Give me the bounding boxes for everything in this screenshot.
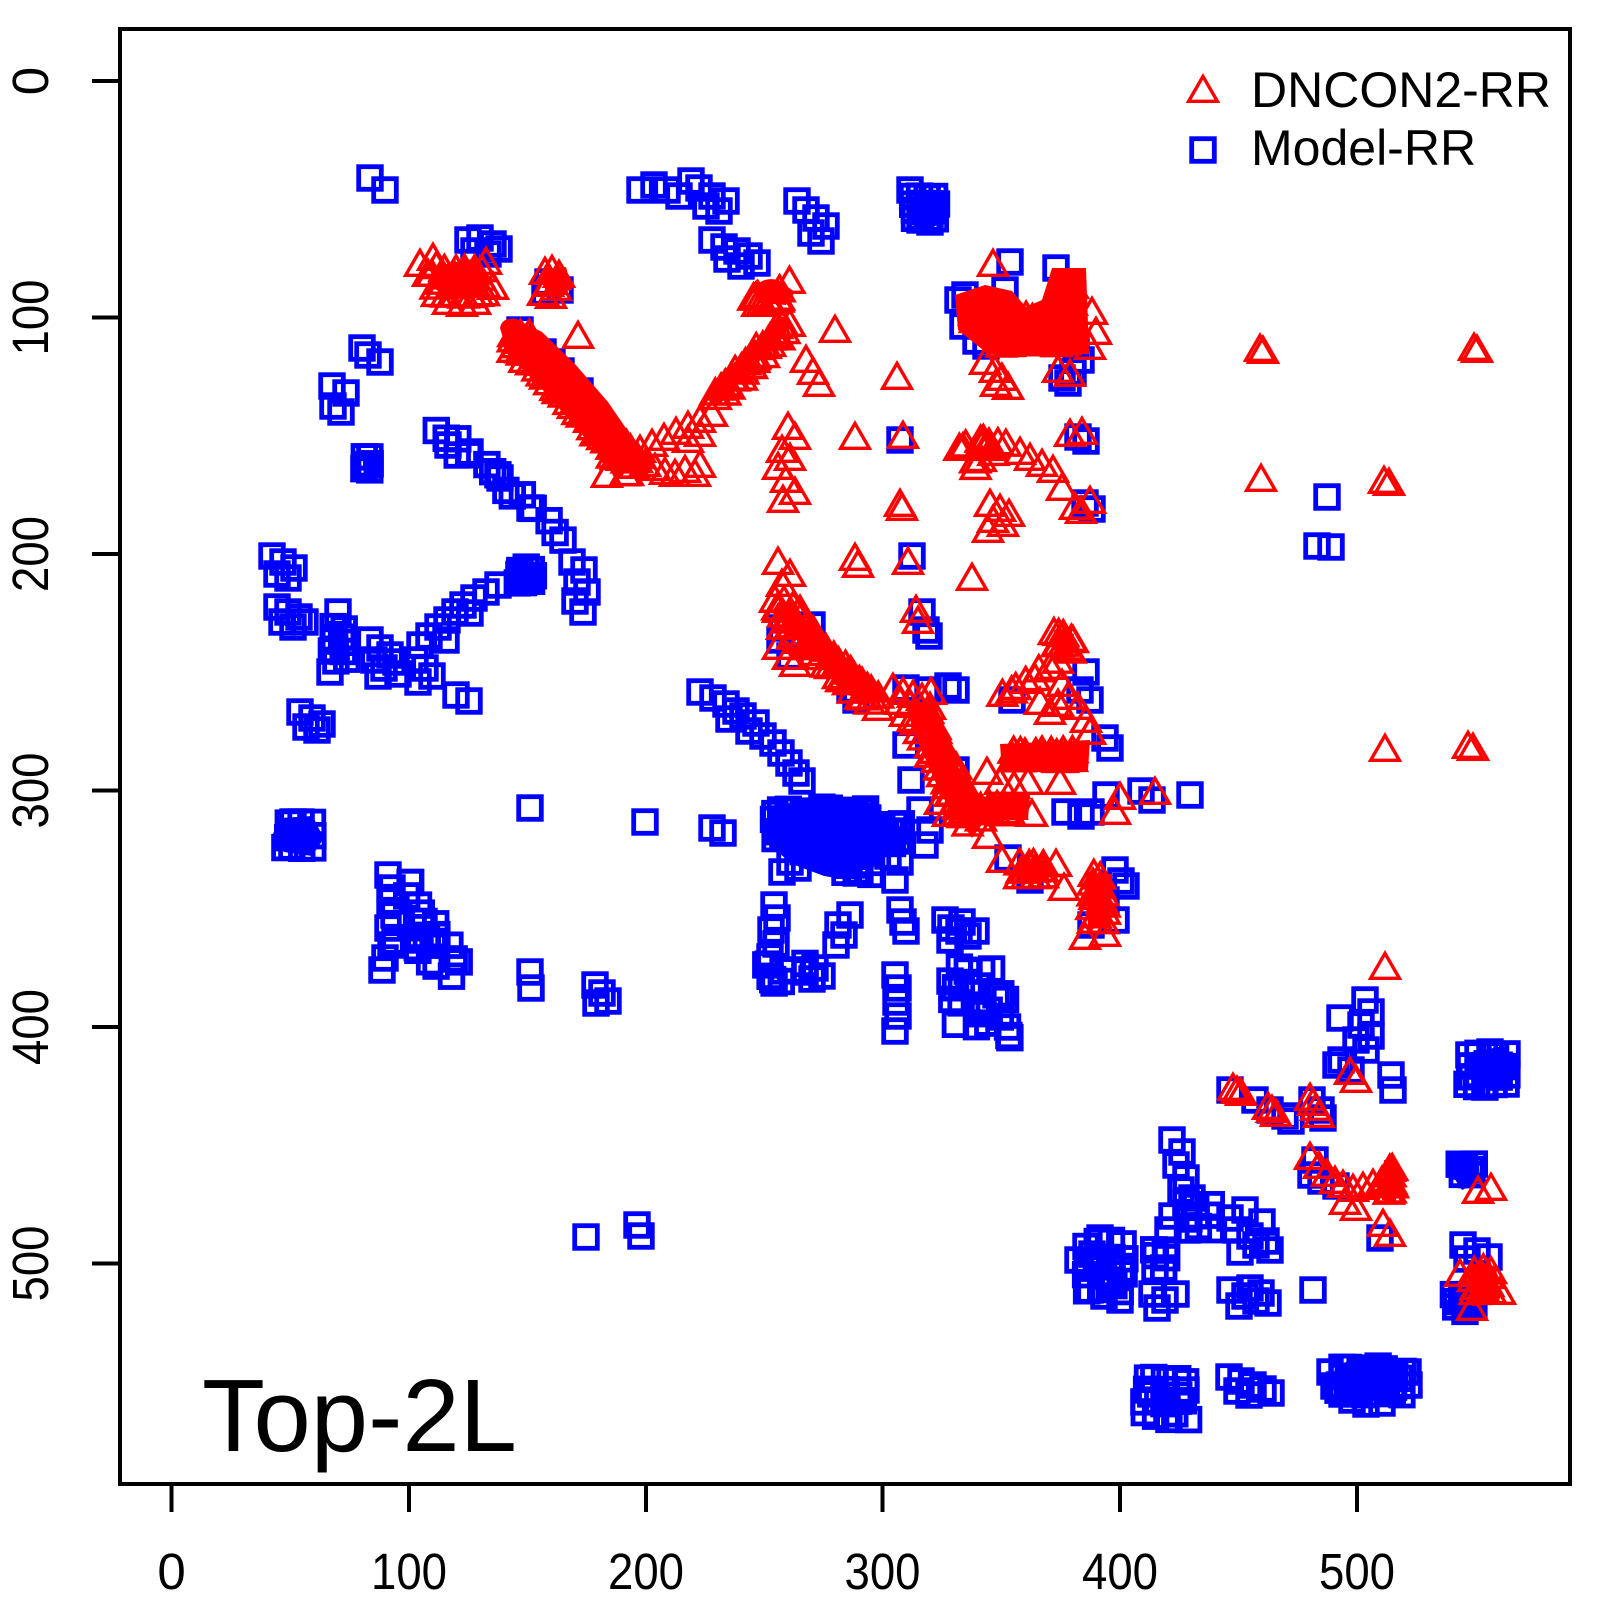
- svg-text:0: 0: [157, 1543, 185, 1600]
- svg-text:400: 400: [2, 989, 59, 1065]
- svg-text:DNCON2-RR: DNCON2-RR: [1251, 62, 1551, 118]
- svg-text:100: 100: [2, 280, 59, 356]
- svg-text:300: 300: [845, 1543, 921, 1600]
- svg-text:Model-RR: Model-RR: [1251, 120, 1476, 176]
- svg-text:200: 200: [608, 1543, 684, 1600]
- svg-text:100: 100: [371, 1543, 447, 1600]
- svg-text:0: 0: [2, 67, 59, 95]
- svg-text:200: 200: [2, 516, 59, 592]
- svg-text:Top-2L: Top-2L: [202, 1358, 517, 1473]
- svg-text:300: 300: [2, 753, 59, 829]
- svg-text:500: 500: [2, 1226, 59, 1302]
- svg-text:400: 400: [1082, 1543, 1158, 1600]
- svg-text:500: 500: [1319, 1543, 1395, 1600]
